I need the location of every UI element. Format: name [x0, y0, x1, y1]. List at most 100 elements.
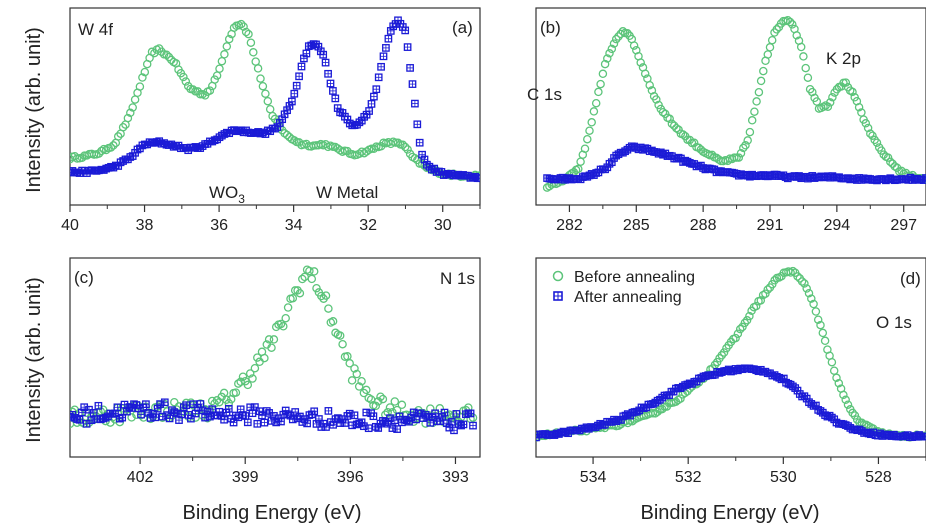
- data-point-before: [376, 392, 385, 401]
- data-point-before: [261, 89, 270, 98]
- data-point-before: [264, 335, 274, 344]
- data-point-after: [278, 115, 287, 124]
- data-point-after: [450, 426, 458, 435]
- data-point-before: [249, 48, 258, 57]
- data-point-before: [138, 73, 147, 82]
- data-point-after: [377, 62, 385, 71]
- data-point-before: [598, 69, 608, 79]
- data-point-before: [832, 85, 842, 94]
- data-point-before: [369, 144, 379, 154]
- data-point-before: [378, 394, 388, 404]
- data-point-after: [291, 408, 300, 416]
- data-point-before: [170, 397, 179, 407]
- data-point-after: [255, 407, 264, 416]
- panel-d-frame: [535, 257, 926, 458]
- x-tick-label: 291: [757, 217, 784, 234]
- data-point-before: [217, 56, 227, 66]
- data-point-before: [250, 363, 260, 373]
- data-point-after: [314, 42, 323, 51]
- data-point-after: [324, 407, 333, 415]
- legend-marker-after: [553, 291, 563, 301]
- panel-b-points: [542, 15, 926, 192]
- data-point-before: [195, 89, 205, 99]
- data-point-before: [109, 141, 118, 150]
- x-tick-label: 402: [127, 469, 154, 486]
- panel-c-points: [70, 265, 478, 435]
- data-point-before: [265, 104, 275, 114]
- data-point-after: [300, 415, 309, 423]
- data-point-before: [735, 324, 745, 334]
- data-point-after: [158, 412, 167, 421]
- panel-a-frame: [69, 7, 481, 206]
- data-point-before: [288, 293, 298, 303]
- data-point-before: [792, 31, 801, 40]
- data-point-before: [362, 385, 371, 395]
- panel-b-tag: (b): [540, 18, 561, 37]
- data-point-before: [841, 395, 850, 405]
- data-point-before: [583, 134, 592, 144]
- data-point-before: [215, 397, 224, 407]
- data-point-before: [123, 113, 133, 123]
- data-point-before: [309, 267, 319, 276]
- data-point-before: [689, 138, 699, 148]
- data-point-before: [803, 73, 813, 82]
- data-point-before: [797, 277, 807, 286]
- data-point-after: [459, 420, 468, 429]
- data-point-before: [672, 123, 681, 133]
- data-point-before: [253, 64, 263, 73]
- data-point-after: [382, 44, 390, 52]
- data-point-before: [246, 38, 256, 47]
- data-point-before: [251, 57, 260, 66]
- data-point-before: [345, 359, 354, 368]
- panel-b-core-level-c: C 1s: [527, 85, 562, 104]
- data-point-after: [251, 403, 259, 411]
- data-point-before: [607, 44, 617, 54]
- data-point-after: [357, 418, 366, 427]
- data-point-before: [130, 95, 140, 104]
- data-point-before: [574, 164, 583, 174]
- data-point-before: [591, 98, 601, 108]
- data-point-before: [800, 279, 809, 288]
- data-point-after: [367, 100, 376, 108]
- data-point-before: [305, 266, 314, 276]
- data-point-before: [801, 63, 810, 73]
- data-point-before: [328, 317, 338, 326]
- data-point-before: [676, 394, 685, 403]
- x-tick-label: 294: [824, 217, 851, 234]
- panel-a: 40 38 36 34 32 30: [61, 7, 481, 234]
- data-point-before: [338, 339, 347, 349]
- data-point-before: [832, 373, 841, 383]
- data-point-before: [747, 116, 757, 125]
- data-point-before: [400, 142, 410, 152]
- data-point-before: [128, 103, 137, 112]
- data-point-after: [350, 411, 359, 420]
- data-point-before: [388, 407, 397, 417]
- data-point-after: [331, 94, 340, 103]
- x-tick-label: 393: [442, 469, 469, 486]
- data-point-before: [736, 148, 746, 158]
- data-point-before: [623, 29, 632, 38]
- data-point-before: [861, 119, 871, 128]
- data-point-before: [97, 146, 106, 156]
- data-point-before: [605, 49, 614, 58]
- data-point-after: [295, 72, 303, 81]
- data-point-after: [260, 418, 269, 427]
- x-tick-label: 30: [434, 217, 452, 234]
- data-point-before: [238, 372, 248, 381]
- data-point-before: [135, 82, 145, 91]
- x-axis-label-left: Binding Energy (eV): [183, 502, 362, 524]
- data-point-before: [282, 130, 292, 140]
- legend-label-after: After annealing: [574, 289, 682, 306]
- data-point-before: [267, 343, 276, 352]
- data-point-before: [245, 369, 255, 378]
- data-point-before: [239, 22, 248, 31]
- x-tick-label: 282: [556, 217, 583, 234]
- data-point-after: [360, 422, 368, 431]
- data-point-before: [872, 138, 882, 147]
- data-point-before: [435, 404, 445, 413]
- data-point-before: [101, 145, 111, 155]
- data-point-before: [106, 143, 116, 152]
- x-tick-label: 399: [232, 469, 259, 486]
- data-point-after: [408, 80, 417, 88]
- data-point-before: [783, 15, 793, 25]
